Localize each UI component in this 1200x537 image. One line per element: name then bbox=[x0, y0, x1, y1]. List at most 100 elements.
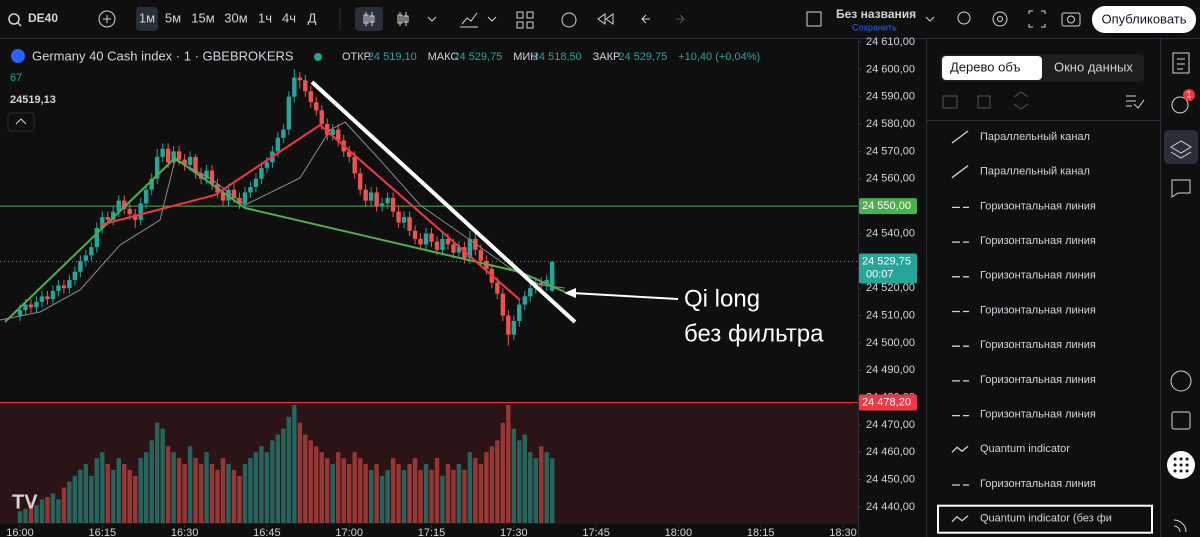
tab-data-window[interactable]: Окно данных bbox=[1054, 59, 1133, 74]
countdown: 00:07 bbox=[866, 268, 894, 280]
radar-icon[interactable] bbox=[1170, 370, 1192, 392]
candle-body bbox=[72, 271, 78, 280]
indicators-arrow[interactable] bbox=[487, 16, 497, 22]
watchlist-icon[interactable] bbox=[1172, 52, 1190, 74]
chat-icon[interactable] bbox=[1171, 179, 1191, 198]
quick-search-icon[interactable] bbox=[957, 11, 971, 25]
active-tab[interactable] bbox=[942, 56, 1042, 80]
snapshot-icon[interactable] bbox=[1061, 12, 1081, 27]
interval[interactable]: 1м bbox=[139, 10, 155, 25]
volume-bar bbox=[434, 458, 440, 523]
volume-bar bbox=[418, 469, 423, 523]
collapse-legend[interactable] bbox=[7, 112, 35, 132]
item-label[interactable]: Горизонтальная линия bbox=[980, 304, 1096, 316]
volume-bar bbox=[253, 452, 259, 523]
item-label[interactable]: Горизонтальная линия bbox=[980, 409, 1096, 421]
red-zigzag bbox=[99, 123, 521, 301]
volume-bar bbox=[522, 434, 527, 523]
volume-bar bbox=[226, 464, 231, 523]
candle-body bbox=[336, 129, 341, 141]
volume-bar bbox=[292, 405, 297, 523]
volume-bar bbox=[330, 464, 335, 523]
chart-type-icon[interactable] bbox=[397, 12, 409, 26]
volume-bar bbox=[242, 464, 248, 523]
undo-icon[interactable] bbox=[640, 14, 650, 24]
item-label[interactable]: Quantum indicator (без фи bbox=[980, 513, 1112, 525]
green-zigzag bbox=[4, 156, 566, 323]
item-label[interactable]: Горизонтальная линия bbox=[980, 339, 1096, 351]
price-tick-label: 24 440,00 bbox=[866, 501, 915, 513]
selected-item-frame[interactable] bbox=[937, 504, 1153, 534]
volume-bar bbox=[297, 422, 303, 523]
volume-bar bbox=[467, 452, 473, 523]
time-tick-label: 18:30 bbox=[829, 527, 857, 537]
volume-bar bbox=[220, 458, 226, 523]
volume-bar bbox=[396, 464, 401, 523]
change: +10,40 (+0,04%) bbox=[678, 51, 760, 63]
search-icon[interactable] bbox=[8, 13, 20, 25]
layout-name[interactable]: Без названия bbox=[836, 7, 916, 21]
layout-checkbox[interactable] bbox=[806, 11, 822, 27]
candle-body bbox=[385, 197, 390, 204]
candle-body bbox=[83, 255, 89, 261]
alert-icon[interactable] bbox=[561, 12, 577, 28]
item-label[interactable]: Параллельный канал bbox=[980, 131, 1090, 143]
candle-body bbox=[379, 203, 385, 207]
panel-tools[interactable] bbox=[942, 91, 1029, 110]
candle-body bbox=[133, 214, 138, 220]
fullscreen-icon[interactable] bbox=[1028, 10, 1046, 28]
time-tick-label: 16:00 bbox=[6, 527, 34, 537]
candle-body bbox=[176, 151, 182, 160]
candle-body bbox=[456, 247, 462, 253]
ohlc-value: 24 529,75 bbox=[453, 51, 502, 63]
alerts-icon[interactable] bbox=[1171, 96, 1189, 114]
interval[interactable]: 5м bbox=[165, 10, 181, 25]
item-label[interactable]: Горизонтальная линия bbox=[980, 235, 1096, 247]
item-label[interactable]: Горизонтальная линия bbox=[980, 200, 1096, 212]
symbol[interactable]: DE40 bbox=[28, 11, 58, 25]
add-symbol[interactable] bbox=[98, 10, 116, 28]
panel-filter[interactable] bbox=[1126, 95, 1145, 109]
trend-line[interactable] bbox=[310, 80, 577, 324]
candles-button[interactable] bbox=[355, 7, 383, 31]
price-tick-label: 24 610,00 bbox=[866, 36, 915, 48]
volume-bar bbox=[451, 469, 456, 523]
redo-icon[interactable] bbox=[676, 14, 686, 24]
item-label[interactable]: Горизонтальная линия bbox=[980, 374, 1096, 386]
interval[interactable]: 30м bbox=[224, 10, 247, 25]
item-label[interactable]: Горизонтальная линия bbox=[980, 478, 1096, 490]
interval[interactable]: 1ч bbox=[258, 10, 272, 25]
templates-icon[interactable] bbox=[516, 11, 534, 29]
item-label[interactable]: Quantum indicator bbox=[980, 443, 1070, 455]
volume-bar bbox=[423, 464, 429, 523]
volume-bar bbox=[231, 469, 237, 523]
volume-bar bbox=[429, 469, 434, 523]
layers-icon bbox=[1170, 140, 1192, 159]
candle-body bbox=[50, 290, 56, 300]
volume-bar bbox=[462, 469, 467, 523]
object-tree-button[interactable] bbox=[1164, 130, 1198, 164]
price-tick-label: 24 490,00 bbox=[866, 364, 915, 376]
calendar-icon[interactable] bbox=[1171, 411, 1191, 430]
interval[interactable]: Д bbox=[308, 10, 317, 25]
item-label[interactable]: Горизонтальная линия bbox=[980, 270, 1096, 282]
interval[interactable]: 15м bbox=[191, 10, 214, 25]
candle-body bbox=[303, 80, 308, 92]
tab-object-tree[interactable]: Дерево объ bbox=[950, 59, 1020, 74]
volume-bar bbox=[50, 493, 56, 523]
interval[interactable]: 4ч bbox=[282, 10, 296, 25]
time-tick-label: 18:15 bbox=[747, 527, 775, 537]
candle-body bbox=[390, 197, 396, 212]
indicators-icon[interactable] bbox=[460, 12, 478, 28]
settings-icon[interactable] bbox=[992, 11, 1008, 27]
item-label[interactable]: Параллельный канал bbox=[980, 166, 1090, 178]
chart-type-arrow[interactable] bbox=[427, 16, 437, 22]
layout-arrow[interactable] bbox=[925, 16, 935, 22]
annotation-arrowhead bbox=[564, 288, 576, 298]
publish-button[interactable] bbox=[1092, 6, 1196, 33]
candle-body bbox=[445, 238, 451, 245]
signal-icon[interactable] bbox=[1173, 519, 1187, 533]
ohlc-label: ЗАКР bbox=[593, 51, 621, 63]
replay-icon[interactable] bbox=[597, 13, 614, 25]
